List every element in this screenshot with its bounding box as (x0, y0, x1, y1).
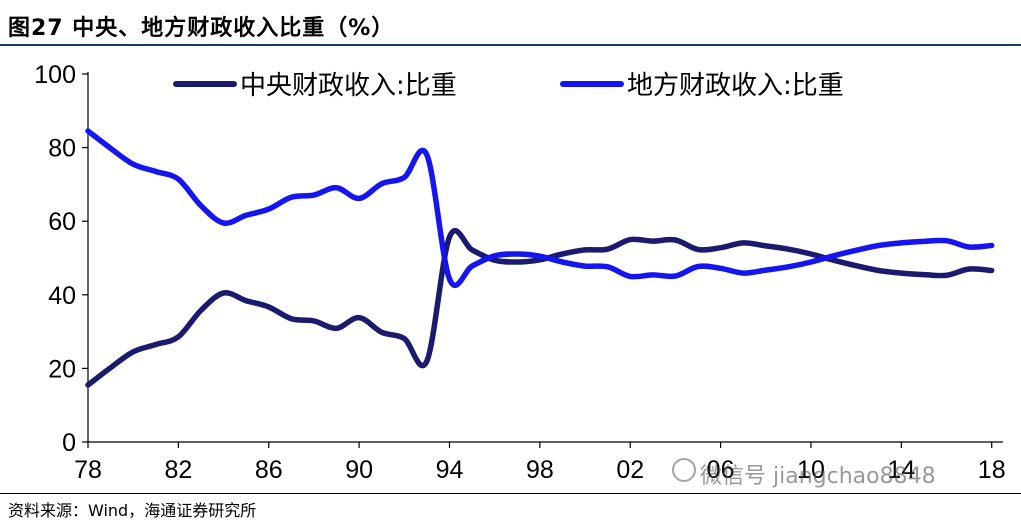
x-tick-label: 82 (164, 456, 192, 484)
watermark: 微信号 jiangchao8848 (700, 464, 936, 489)
x-tick-label: 98 (526, 456, 554, 484)
y-tick-label: 40 (48, 282, 76, 310)
x-tick-label: 90 (345, 456, 373, 484)
line-chart: 0 20 40 60 80 100 78 82 86 90 94 98 02 06 10 14 18 中央财政收入… (34, 61, 1006, 484)
x-tick-label: 94 (436, 456, 464, 484)
x-tick-label: 02 (616, 456, 644, 484)
y-tick-label: 80 (48, 135, 76, 163)
y-tick-label: 100 (34, 61, 76, 89)
x-tick-label: 10 (797, 456, 825, 484)
x-tick-label: 06 (707, 456, 735, 484)
legend-label: 地方财政收入:比重 (627, 71, 844, 101)
central-share-line (85, 227, 995, 388)
figure-title: 图27 中央、地方财政收入比重（%） (8, 16, 395, 41)
y-tick-label: 60 (48, 208, 76, 236)
x-tick-label: 86 (255, 456, 283, 484)
y-tick-label: 0 (62, 429, 76, 457)
title-bar: 图27 中央、地方财政收入比重（%） (0, 0, 1021, 44)
x-tick-label: 14 (887, 456, 915, 484)
y-tick-label: 20 (48, 355, 76, 383)
legend-label: 中央财政收入:比重 (240, 71, 457, 101)
footer-divider (0, 493, 1021, 494)
x-tick-label: 78 (74, 456, 102, 484)
x-tick-label: 18 (978, 456, 1006, 484)
chart-area: 0 20 40 60 80 100 78 82 86 90 94 98 02 06 10 14 18 中央财政收入… (0, 48, 1021, 492)
source-note: 资料来源：Wind，海通证券研究所 (8, 501, 257, 520)
title-divider (0, 44, 1021, 46)
local-share-line (85, 128, 995, 289)
wechat-icon (672, 458, 696, 482)
